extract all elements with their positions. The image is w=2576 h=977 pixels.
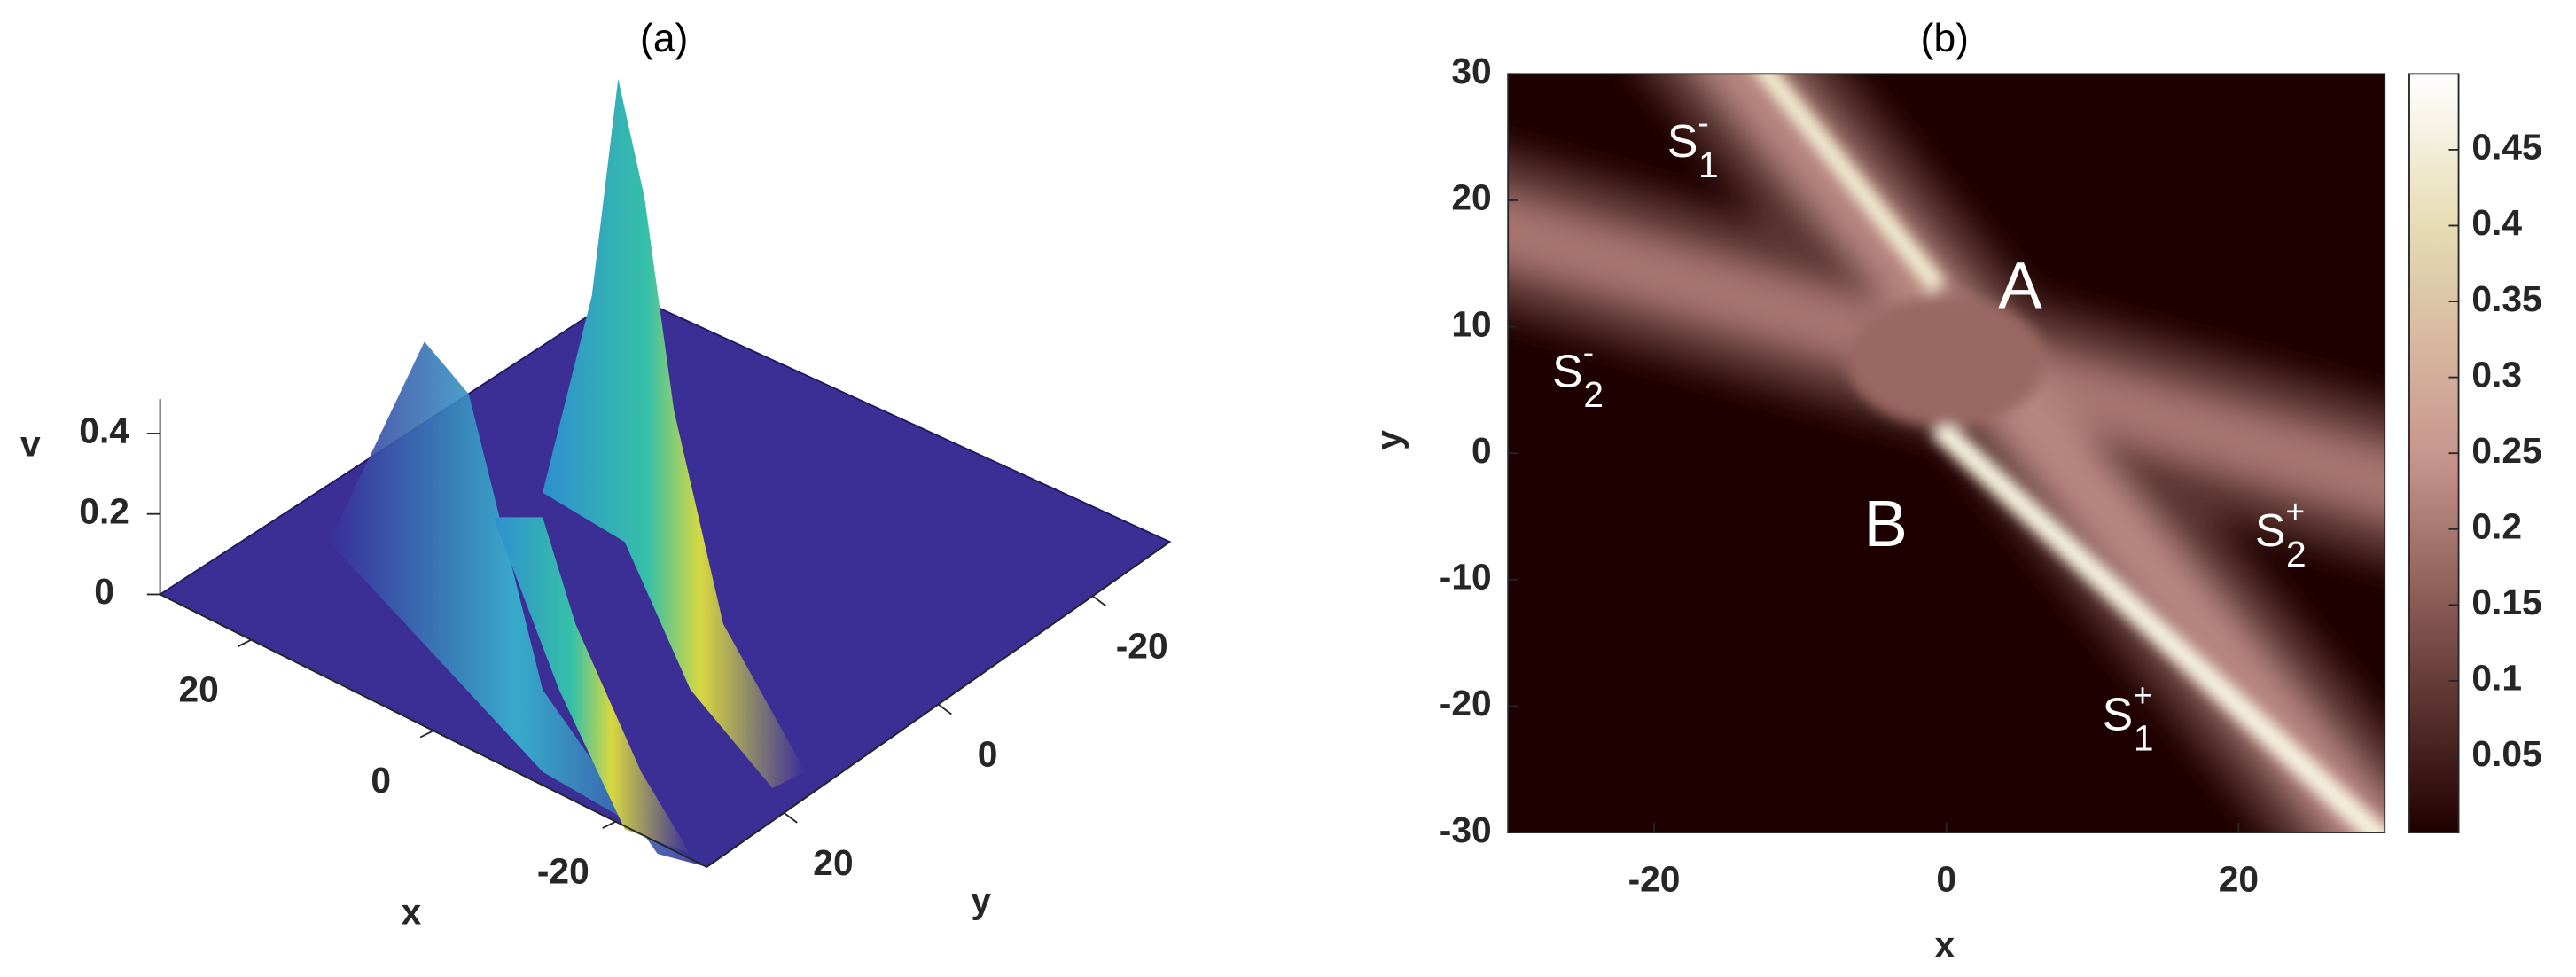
tick-label: 0 bbox=[94, 571, 114, 612]
annotation-sub: 2 bbox=[2286, 534, 2307, 574]
annotation-sup: - bbox=[1698, 104, 1708, 141]
tick-label: -20 bbox=[537, 851, 589, 892]
colorbar-tick-label: 0.1 bbox=[2471, 658, 2522, 699]
tick-label: 0.2 bbox=[79, 490, 129, 531]
x-label: x bbox=[1935, 924, 1955, 965]
annotation-letter: S bbox=[2103, 688, 2134, 739]
x-tick-label: 0 bbox=[1936, 858, 1956, 899]
contour bbox=[1508, 74, 2385, 833]
annotation: B bbox=[1863, 487, 1907, 560]
tick-label: 0 bbox=[978, 734, 998, 775]
surface bbox=[158, 78, 1172, 868]
x-tick-label: -20 bbox=[1628, 858, 1681, 899]
colorbar-tick-label: 0.05 bbox=[2471, 733, 2541, 774]
annotation: S-2 bbox=[1552, 333, 1604, 415]
tick-mark bbox=[1092, 595, 1106, 607]
tick-mark bbox=[783, 812, 798, 824]
annotation-sub: 1 bbox=[1698, 145, 1719, 185]
y-tick-label: -10 bbox=[1440, 557, 1492, 598]
x-label: x bbox=[402, 891, 422, 932]
annotation-letter: S bbox=[1667, 115, 1698, 167]
tick-label: 20 bbox=[813, 842, 853, 883]
tick-mark bbox=[937, 703, 952, 715]
annotation-sub: 1 bbox=[2134, 717, 2154, 758]
y-tick-label: 0 bbox=[1471, 430, 1492, 471]
colorbar-tick-label: 0.2 bbox=[2471, 506, 2522, 547]
title-a: (a) bbox=[640, 17, 688, 60]
tick-label: 0 bbox=[371, 760, 391, 801]
y-tick-label: -20 bbox=[1440, 683, 1492, 723]
y-tick-label: 10 bbox=[1451, 303, 1491, 344]
annotation-sub: 2 bbox=[1583, 374, 1604, 415]
annotation: A bbox=[1998, 248, 2042, 322]
tick-mark bbox=[419, 730, 434, 739]
title-b: (b) bbox=[1921, 17, 1969, 60]
tick-label: -20 bbox=[1116, 625, 1168, 666]
colorbar-tick-label: 0.25 bbox=[2471, 430, 2541, 471]
y-label: y bbox=[971, 879, 991, 920]
z-label: v bbox=[20, 424, 41, 465]
annotation-sup: + bbox=[2133, 676, 2152, 714]
y-tick-label: 30 bbox=[1451, 51, 1491, 91]
x-tick-label: 20 bbox=[2219, 858, 2259, 899]
annotation: S- 1 bbox=[1667, 104, 1719, 185]
tick-label: 20 bbox=[178, 669, 218, 710]
annotation: S+ 1 bbox=[2103, 676, 2154, 758]
y-tick-label: -30 bbox=[1440, 809, 1492, 850]
colorbar-tick-label: 0.45 bbox=[2471, 127, 2541, 168]
annotation-sup: + bbox=[2285, 492, 2305, 529]
annotation-letter: S bbox=[1552, 345, 1583, 396]
tick-label: 0.4 bbox=[79, 410, 129, 451]
y-tick-label: 20 bbox=[1451, 177, 1491, 218]
annotation-letter: S bbox=[2255, 504, 2286, 556]
colorbar-tick-label: 0.15 bbox=[2471, 582, 2541, 622]
colorbar-tick-label: 0.3 bbox=[2471, 354, 2522, 395]
annotation: S+ 2 bbox=[2255, 492, 2307, 574]
tick-mark bbox=[238, 638, 252, 647]
annotation-sup: - bbox=[1583, 333, 1594, 371]
colorbar-tick-label: 0.35 bbox=[2471, 278, 2541, 319]
tick-mark bbox=[602, 820, 616, 829]
colorbar-tick-label: 0.4 bbox=[2471, 202, 2522, 243]
y-label: y bbox=[1368, 430, 1409, 450]
